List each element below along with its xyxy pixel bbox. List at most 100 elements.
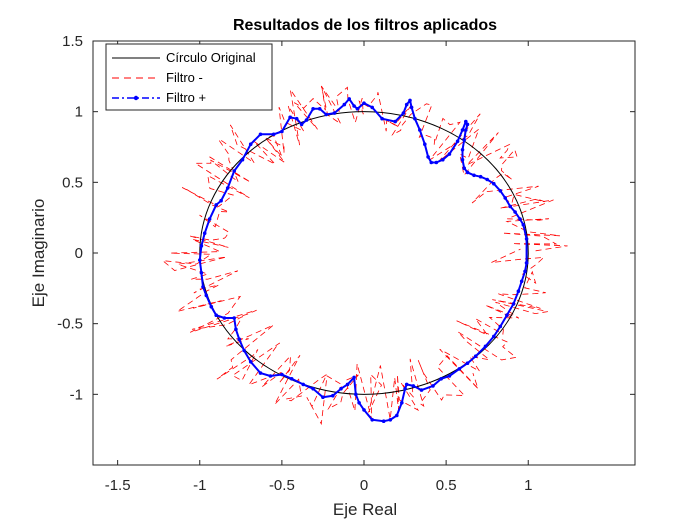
legend-label-filtro-minus: Filtro -: [166, 70, 203, 85]
filtro-plus-point-71: [237, 337, 241, 342]
filtro-plus-point-110: [523, 269, 527, 274]
filtro-plus-point-53: [248, 142, 253, 146]
filtro-plus-point-111: [524, 261, 529, 265]
filtro-plus-point-48: [294, 116, 299, 121]
filtro-plus-point-17: [464, 128, 468, 132]
series-layer: [161, 85, 568, 426]
filtro-plus-point-73: [248, 360, 253, 364]
filtro-plus-point-39: [352, 104, 356, 108]
filtro-plus-point-101: [465, 361, 470, 366]
filtro-plus-point-2: [521, 222, 526, 227]
filtro-plus-point-66: [209, 304, 214, 309]
filtro-plus-point-20: [460, 128, 465, 132]
filtro-plus-point-50: [280, 129, 284, 134]
filtro-plus-point-88: [370, 418, 375, 422]
filtro-plus-point-40: [347, 97, 352, 101]
filtro-plus-point-21: [455, 139, 460, 144]
legend-label-filtro-plus: Filtro +: [166, 90, 206, 105]
filtro-plus-point-108: [516, 289, 521, 294]
filtro-plus-point-8: [492, 181, 496, 186]
filtro-plus-point-61: [199, 244, 204, 248]
filtro-plus-point-76: [280, 372, 284, 377]
filtro-plus-point-89: [381, 419, 386, 424]
filtro-plus-point-58: [214, 203, 218, 207]
plot-area: -1.5 -1 -0.5 0 0.5 1 -1 -0.5 0 0.5 1 1.5: [57, 33, 636, 494]
filtro-plus-point-11: [472, 173, 476, 178]
x-tick-label: 0.5: [436, 477, 457, 494]
filtro-plus-point-26: [426, 155, 430, 159]
chart-title: Resultados de los filtros aplicados: [233, 17, 497, 34]
filtro-plus-point-91: [395, 413, 399, 418]
filtro-plus-point-87: [362, 408, 366, 412]
filtro-plus-point-93: [403, 386, 407, 391]
filtro-plus-point-86: [357, 401, 361, 405]
filtro-plus-point-94: [404, 382, 409, 387]
legend-label-original: Círculo Original: [166, 50, 256, 65]
filtro-plus-point-4: [513, 210, 517, 214]
filtro-plus-point-104: [492, 334, 496, 339]
filtro-plus-point-78: [301, 382, 306, 387]
filtro-plus-point-35: [380, 116, 384, 121]
filtro-plus-point-59: [207, 217, 212, 221]
filtro-plus-point-19: [464, 119, 468, 124]
filtro-plus-point-27: [423, 142, 427, 146]
y-tick-label: 1.5: [62, 33, 83, 50]
filtro-plus-point-102: [473, 354, 478, 359]
filtro-plus-point-29: [413, 116, 417, 121]
filtro-plus-point-9: [485, 177, 490, 182]
filtro-plus-point-106: [505, 313, 509, 318]
filtro-plus-point-64: [201, 285, 205, 289]
filtro-plus-point-95: [411, 384, 416, 388]
filtro-plus-point-65: [204, 293, 209, 298]
legend: Círculo Original Filtro - Filtro +: [105, 43, 273, 111]
x-tick-label: -0.5: [269, 477, 295, 494]
filtro-plus-point-7: [498, 189, 503, 193]
filtro-plus-point-12: [465, 170, 470, 175]
y-axis-label: Eje Imaginario: [29, 199, 48, 308]
filtro-plus-point-80: [321, 395, 325, 400]
filtro-plus-point-10: [478, 174, 483, 179]
ticks-layer: -1.5 -1 -0.5 0 0.5 1 -1 -0.5 0 0.5 1 1.5: [57, 33, 635, 494]
filtro-plus-point-63: [199, 271, 204, 275]
filtro-plus-point-52: [258, 132, 263, 137]
filtro-plus-point-44: [317, 107, 322, 111]
x-tick-label: 0: [360, 477, 368, 494]
filtro-plus-point-60: [202, 231, 207, 235]
filtro-plus-point-5: [508, 204, 512, 209]
y-tick-label: 0.5: [62, 174, 83, 191]
filtro-plus-point-70: [234, 327, 238, 332]
filtro-plus-point-54: [240, 157, 245, 162]
filtro-plus-point-79: [311, 386, 315, 391]
filtro-plus-point-103: [483, 344, 488, 349]
filtro-plus-point-38: [355, 107, 360, 111]
y-tick-label: -0.5: [57, 316, 83, 333]
y-tick-label: 1: [75, 104, 83, 121]
filtro-plus-point-41: [342, 102, 347, 107]
filtro-plus-point-36: [370, 105, 375, 110]
filtro-plus-point-51: [271, 132, 276, 137]
filtro-plus-point-24: [434, 160, 439, 165]
x-tick-label: -1: [193, 477, 206, 494]
filtro-plus-point-68: [222, 316, 227, 320]
filtro-plus-point-30: [409, 105, 414, 110]
filtro-plus-point-98: [439, 377, 444, 381]
filtro-plus-point-14: [460, 157, 465, 162]
filtro-plus-point-100: [457, 367, 462, 371]
filtro-plus-point-13: [462, 166, 467, 170]
filtro-plus-point-55: [232, 169, 236, 173]
filtro-plus-point-1: [524, 237, 529, 241]
filtro-plus-point-92: [400, 401, 404, 405]
filtro-plus-point-23: [441, 157, 445, 162]
filtro-plus-point-3: [518, 217, 522, 221]
filtro-plus-point-90: [388, 418, 393, 422]
filtro-plus-point-49: [288, 115, 292, 120]
y-tick-label: 0: [75, 245, 83, 262]
filtro-plus-point-74: [258, 371, 263, 375]
filtro-plus-point-83: [345, 382, 350, 387]
filtro-plus-point-32: [404, 102, 409, 107]
filtro-plus-point-96: [419, 388, 424, 392]
filtro-plus-point-84: [352, 375, 356, 380]
filtro-plus-point-18: [465, 122, 470, 127]
filtro-plus-point-62: [198, 258, 202, 262]
